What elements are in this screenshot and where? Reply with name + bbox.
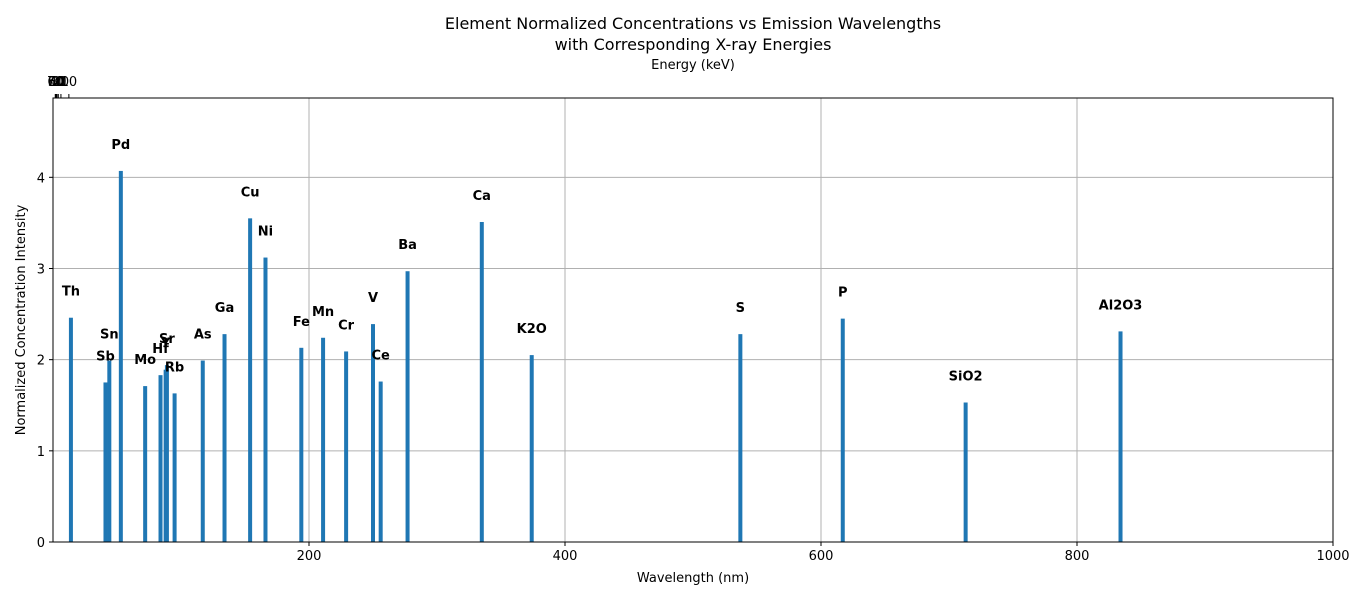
bar (321, 337, 326, 542)
y-axis-label: Normalized Concentration Intensity (14, 204, 29, 435)
bar-label: Al2O3 (1099, 298, 1143, 313)
bar-label: V (368, 291, 378, 306)
bar (222, 334, 227, 542)
bar (371, 324, 375, 542)
bar-label: Cr (338, 318, 355, 333)
top-tick-label: 10 (61, 75, 78, 90)
bar-label: Pd (111, 138, 130, 153)
bar (172, 393, 177, 542)
y-tick-label: 1 (37, 445, 45, 460)
bar-label: Th (62, 285, 80, 300)
bar-label: As (194, 328, 212, 343)
bar-label: Ga (215, 301, 234, 316)
bars-layer (68, 170, 1123, 542)
bar-label: P (838, 286, 848, 301)
bar (68, 317, 73, 542)
bar (164, 365, 169, 542)
bar-label: Rb (165, 360, 184, 375)
bar (1118, 331, 1123, 542)
plot-frame (52, 97, 1334, 543)
bar (107, 360, 112, 542)
y-tick-label: 3 (37, 262, 45, 277)
top-tick-label: 30 (50, 75, 67, 90)
bar-label: Ni (258, 225, 273, 240)
x-tick-label: 800 (1065, 549, 1090, 564)
bar-label: Mo (134, 353, 156, 368)
bar-label: Sr (159, 332, 175, 347)
bar-label: Cu (241, 185, 260, 200)
bar-label: Fe (293, 315, 310, 330)
top-tick-label: 40 (49, 75, 66, 90)
x-tick-label: 200 (297, 549, 322, 564)
bar (738, 334, 743, 542)
x-tick-label: 1000 (1316, 549, 1349, 564)
bar-label: Sn (100, 328, 119, 343)
y-tick-label: 2 (37, 354, 45, 369)
bar (344, 351, 349, 542)
bar-label: SiO2 (949, 370, 983, 385)
bar (840, 318, 845, 542)
bar (200, 360, 205, 542)
top-tick-label: 60 (47, 75, 64, 90)
x-tick-label: 400 (553, 549, 578, 564)
top-tick-label: 20 (53, 75, 70, 90)
top-axis-label: Energy (keV) (651, 58, 735, 73)
top-tick-label: 70 (47, 75, 64, 90)
bar (103, 382, 108, 542)
bar (299, 347, 304, 542)
y-tick-label: 4 (37, 171, 45, 186)
grid-layer (53, 98, 1334, 543)
bar-label: Y (160, 337, 171, 352)
bar-label: S (736, 301, 745, 316)
bar (378, 381, 383, 542)
bar-label: Ca (473, 189, 491, 204)
bar-label: Sb (96, 349, 115, 364)
y-tick-label: 0 (37, 536, 45, 551)
bar (479, 221, 484, 542)
bar (118, 170, 123, 542)
bar-label: Mn (312, 305, 334, 320)
bar-label: K2O (517, 322, 547, 337)
x-tick-label: 600 (809, 549, 834, 564)
bar (248, 218, 253, 542)
chart-title-line1: Element Normalized Concentrations vs Emi… (445, 14, 941, 33)
top-tick-label: 50 (48, 75, 65, 90)
bar (529, 355, 534, 542)
bar-label: Hf (152, 342, 169, 357)
bar (158, 375, 163, 542)
bar-label: Ce (372, 349, 391, 364)
chart-title-line2: with Corresponding X-ray Energies (555, 35, 832, 54)
bar (405, 271, 410, 542)
bar (263, 257, 268, 542)
bar-label: Ba (398, 238, 417, 253)
bar (143, 386, 148, 542)
bar (963, 402, 968, 542)
x-axis-label: Wavelength (nm) (637, 571, 749, 586)
